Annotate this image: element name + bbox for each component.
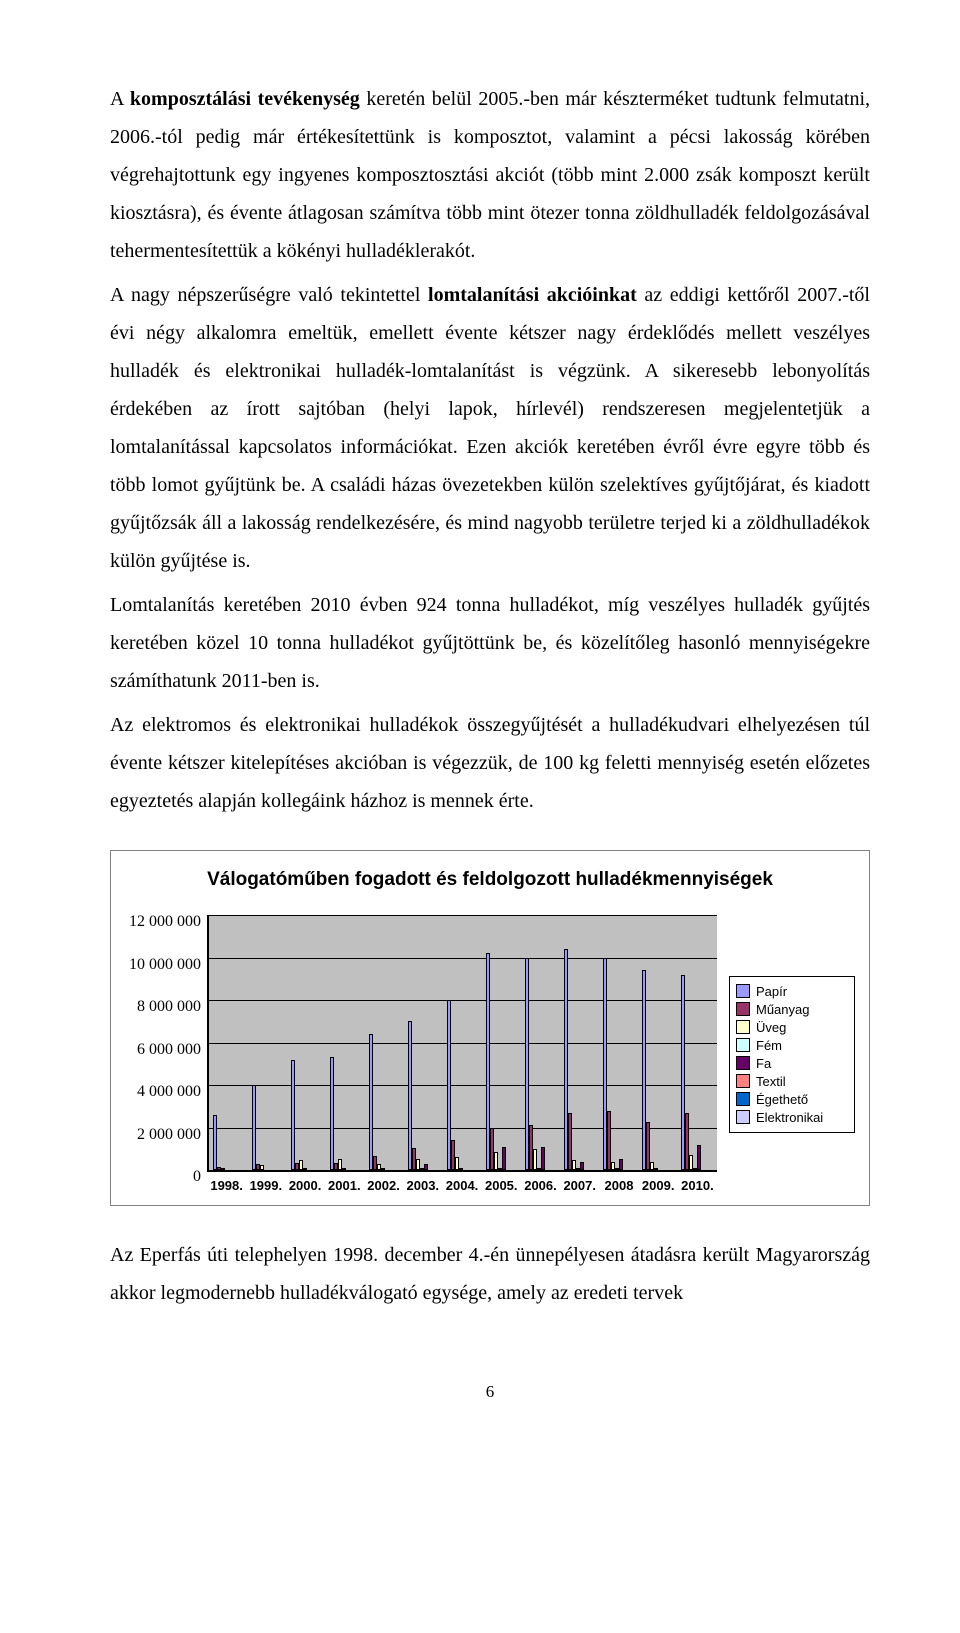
legend-item: Textil (736, 1074, 848, 1089)
x-tick-label: 2008 (599, 1178, 638, 1193)
legend-item: Papír (736, 984, 848, 999)
chart-bar (459, 1168, 463, 1170)
chart-bar (541, 1147, 545, 1170)
chart-bar (342, 1168, 346, 1170)
legend-swatch (736, 1056, 750, 1070)
legend-swatch (736, 1092, 750, 1106)
text: keretén belül 2005.-ben már készterméket… (110, 88, 870, 262)
paragraph-footer: Az Eperfás úti telephelyen 1998. decembe… (110, 1236, 870, 1312)
chart-bar (330, 1057, 334, 1170)
chart-bar-group (248, 915, 287, 1170)
chart-bar-group (209, 915, 248, 1170)
legend-item: Üveg (736, 1020, 848, 1035)
legend-label: Műanyag (756, 1002, 809, 1017)
x-tick-label: 2006. (521, 1178, 560, 1193)
legend-swatch (736, 984, 750, 998)
chart-container: Válogatóműben fogadott és feldolgozott h… (110, 850, 870, 1206)
chart-bar-group (522, 915, 561, 1170)
chart-bar (291, 1060, 295, 1171)
x-tick-label: 2007. (560, 1178, 599, 1193)
text: A (110, 88, 130, 110)
y-tick-label: 2 000 000 (137, 1126, 201, 1144)
legend-item: Elektronikai (736, 1110, 848, 1125)
chart-bar-group (365, 915, 404, 1170)
chart-bar (619, 1159, 623, 1170)
chart-bar (697, 1145, 701, 1171)
legend-label: Fa (756, 1056, 771, 1071)
legend-item: Fém (736, 1038, 848, 1053)
legend-item: Műanyag (736, 1002, 848, 1017)
text-bold: komposztálási tevékenység (130, 88, 360, 110)
legend-label: Papír (756, 984, 787, 999)
chart-x-axis: 1998.1999.2000.2001.2002.2003.2004.2005.… (207, 1178, 717, 1193)
legend-swatch (736, 1110, 750, 1124)
legend-swatch (736, 1038, 750, 1052)
x-tick-label: 2004. (442, 1178, 481, 1193)
legend-swatch (736, 1002, 750, 1016)
x-tick-label: 2009. (639, 1178, 678, 1193)
chart-bar (502, 1147, 506, 1170)
legend-label: Üveg (756, 1020, 786, 1035)
chart-legend: Papír Műanyag Üveg Fém Fa Textil Égethető Elekt… (729, 976, 855, 1133)
chart-bar-group (561, 915, 600, 1170)
paragraph-1: A komposztálási tevékenység keretén belü… (110, 80, 870, 270)
legend-item: Égethető (736, 1092, 848, 1107)
y-tick-label: 8 000 000 (137, 998, 201, 1016)
chart-bar-group (600, 915, 639, 1170)
text: az eddigi kettőről 2007.-től évi négy al… (110, 284, 870, 572)
legend-label: Elektronikai (756, 1110, 823, 1125)
paragraph-2: A nagy népszerűségre való tekintettel lo… (110, 276, 870, 580)
legend-label: Fém (756, 1038, 782, 1053)
chart-bar (303, 1168, 307, 1170)
chart-bar (533, 1149, 537, 1170)
chart-bar (580, 1162, 584, 1171)
chart-bar-group (404, 915, 443, 1170)
page-number: 6 (110, 1382, 870, 1402)
legend-label: Égethető (756, 1092, 808, 1107)
x-tick-label: 2003. (403, 1178, 442, 1193)
chart-bar (213, 1115, 217, 1170)
x-tick-label: 1998. (207, 1178, 246, 1193)
x-tick-label: 2001. (325, 1178, 364, 1193)
legend-swatch (736, 1074, 750, 1088)
x-tick-label: 2002. (364, 1178, 403, 1193)
y-tick-label: 0 (193, 1168, 201, 1186)
y-tick-label: 10 000 000 (129, 956, 201, 974)
chart-plot-area (207, 915, 717, 1172)
chart-y-axis: 02 000 0004 000 0006 000 0008 000 00010 … (125, 915, 207, 1170)
chart-bar-group (287, 915, 326, 1170)
chart-bar (221, 1168, 225, 1170)
legend-item: Fa (736, 1056, 848, 1071)
chart-title: Válogatóműben fogadott és feldolgozott h… (125, 869, 855, 891)
chart-bar (260, 1165, 264, 1170)
x-tick-label: 2005. (482, 1178, 521, 1193)
chart-bar (654, 1168, 658, 1170)
chart-bar (252, 1085, 256, 1170)
y-tick-label: 6 000 000 (137, 1041, 201, 1059)
y-tick-label: 4 000 000 (137, 1083, 201, 1101)
paragraph-3: Lomtalanítás keretében 2010 évben 924 to… (110, 586, 870, 700)
text-bold: lomtalanítási akcióinkat (428, 284, 637, 306)
chart-bar-group (443, 915, 482, 1170)
chart-bar-group (483, 915, 522, 1170)
y-tick-label: 12 000 000 (129, 913, 201, 931)
x-tick-label: 2010. (678, 1178, 717, 1193)
chart-bar (369, 1034, 373, 1170)
chart-bar (424, 1164, 428, 1170)
chart-bar-group (639, 915, 678, 1170)
chart-bar (381, 1168, 385, 1170)
x-tick-label: 1999. (246, 1178, 285, 1193)
paragraph-4: Az elektromos és elektronikai hulladékok… (110, 706, 870, 820)
chart-bar-group (326, 915, 365, 1170)
chart-bar-group (678, 915, 717, 1170)
legend-label: Textil (756, 1074, 786, 1089)
text: A nagy népszerűségre való tekintettel (110, 284, 428, 306)
legend-swatch (736, 1020, 750, 1034)
x-tick-label: 2000. (285, 1178, 324, 1193)
